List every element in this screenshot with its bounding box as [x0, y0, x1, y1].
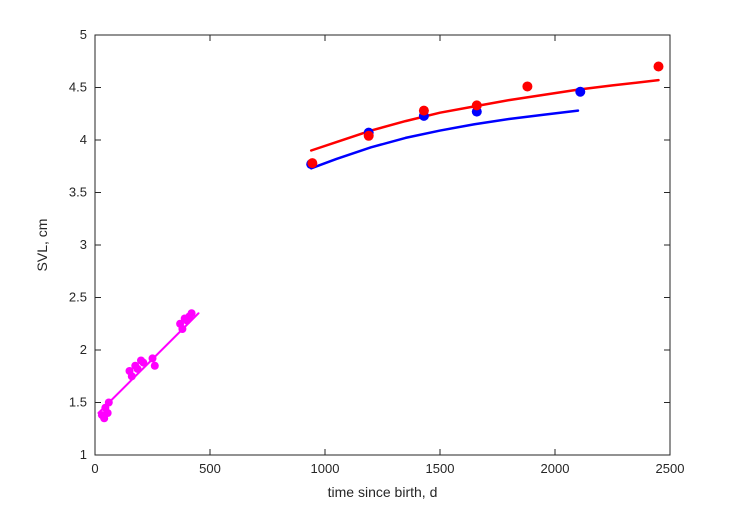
point-magenta-points — [139, 359, 147, 367]
x-tick-label: 2000 — [541, 461, 570, 476]
x-tick-label: 1000 — [311, 461, 340, 476]
chart-container: 0 500 1000 1500 2000 2500 1 1.5 2 2.5 3 3.5 4 4.5 5 tim… — [0, 0, 729, 521]
chart-svg: 0 500 1000 1500 2000 2500 1 1.5 2 2.5 3 3.5 4 4.5 5 tim… — [0, 0, 729, 521]
point-red-points — [364, 131, 374, 141]
point-magenta-points — [128, 372, 136, 380]
x-tick-label: 2500 — [656, 461, 685, 476]
point-magenta-points — [149, 354, 157, 362]
point-red-points — [419, 106, 429, 116]
x-tick-label: 1500 — [426, 461, 455, 476]
point-magenta-points — [178, 325, 186, 333]
y-tick-label: 2.5 — [69, 290, 87, 305]
x-tick-label: 500 — [199, 461, 221, 476]
y-tick-label: 1.5 — [69, 395, 87, 410]
point-red-points — [522, 81, 532, 91]
point-magenta-points — [105, 399, 113, 407]
point-red-points — [654, 62, 664, 72]
y-tick-label: 2 — [80, 342, 87, 357]
y-axis-label: SVL, cm — [34, 219, 50, 272]
y-tick-label: 1 — [80, 447, 87, 462]
point-magenta-points — [134, 365, 142, 373]
y-tick-label: 4.5 — [69, 80, 87, 95]
point-red-points — [472, 100, 482, 110]
y-tick-label: 3 — [80, 237, 87, 252]
y-tick-label: 3.5 — [69, 185, 87, 200]
x-tick-label: 0 — [91, 461, 98, 476]
point-magenta-points — [188, 309, 196, 317]
y-tick-label: 5 — [80, 27, 87, 42]
point-magenta-points — [104, 409, 112, 417]
y-tick-label: 4 — [80, 132, 87, 147]
x-axis-label: time since birth, d — [328, 484, 438, 500]
point-blue-points — [575, 87, 585, 97]
point-red-points — [307, 158, 317, 168]
point-magenta-points — [151, 362, 159, 370]
